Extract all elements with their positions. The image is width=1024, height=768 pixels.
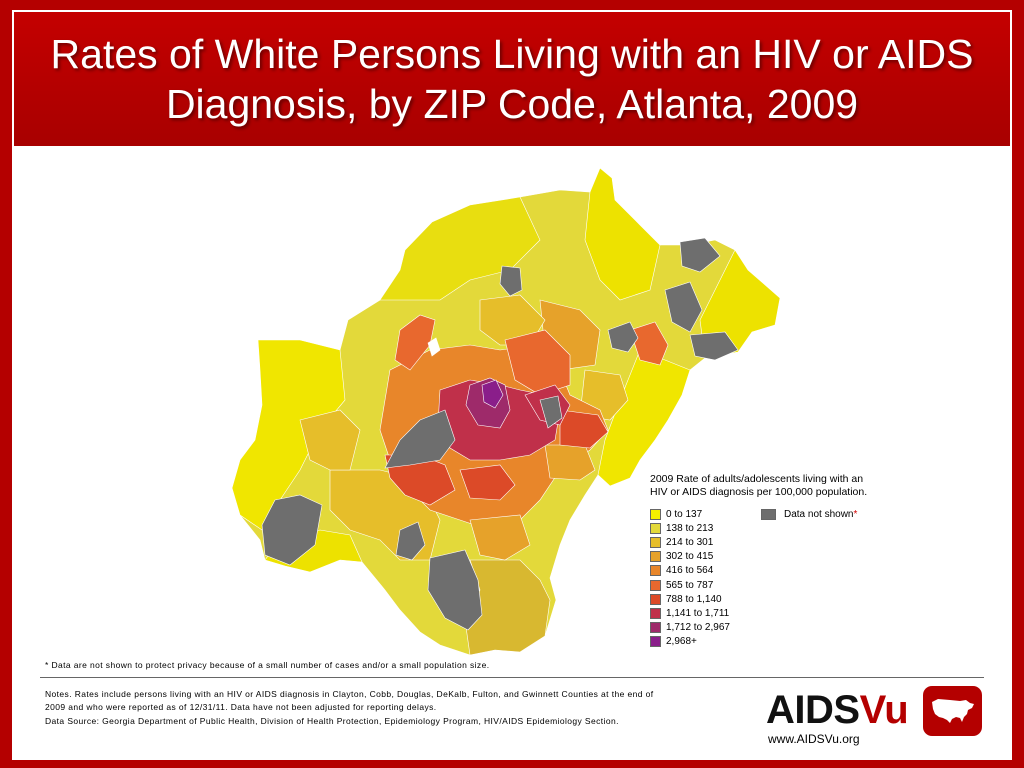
- logo-wordmark: AIDSVu: [766, 688, 909, 732]
- legend-label: 2,968+: [666, 636, 697, 648]
- legend-label: 416 to 564: [666, 565, 714, 577]
- no-data-region: [384, 409, 456, 469]
- legend-swatch-not-shown: [761, 508, 776, 520]
- legend-item: 138 to 213: [650, 521, 890, 535]
- zip-region: [504, 329, 571, 396]
- legend-item: 0 to 137: [650, 507, 890, 521]
- legend-swatch: [650, 622, 661, 634]
- zip-region: [379, 196, 541, 301]
- notes-line-1: Notes. Rates include persons living with…: [45, 689, 654, 699]
- legend-label: 565 to 787: [666, 579, 714, 591]
- privacy-footnote: * Data are not shown to protect privacy …: [45, 660, 490, 670]
- legend-entries: 0 to 137 138 to 213 214 to 301 302 to 415 41…: [650, 507, 890, 649]
- legend-label: 1,712 to 2,967: [666, 622, 730, 634]
- title-bar: Rates of White Persons Living with an HI…: [12, 10, 1012, 148]
- legend-swatch: [650, 551, 661, 563]
- data-source: Data Source: Georgia Department of Publi…: [45, 716, 619, 726]
- no-data-region: [664, 281, 703, 333]
- title-line-2: Diagnosis, by ZIP Code, Atlanta, 2009: [165, 81, 859, 127]
- legend-title-line-1: 2009 Rate of adults/adolescents living w…: [650, 473, 864, 485]
- no-data-region: [607, 321, 639, 353]
- title-line-1: Rates of White Persons Living with an HI…: [50, 31, 974, 77]
- zip-region: [584, 167, 661, 301]
- logo-part-aids: AIDS: [766, 688, 860, 732]
- zip-region: [231, 339, 346, 531]
- zip-region: [629, 321, 669, 366]
- legend-label: 788 to 1,140: [666, 593, 722, 605]
- legend-swatch: [650, 579, 661, 591]
- zip-region: [299, 409, 361, 471]
- legend-label-not-shown: Data not shown: [784, 508, 854, 520]
- legend-swatch: [650, 536, 661, 548]
- legend-label: 1,141 to 1,711: [666, 607, 730, 619]
- legend-item: 788 to 1,140: [650, 592, 890, 606]
- legend-item: 1,712 to 2,967: [650, 621, 890, 635]
- legend-item: 302 to 415: [650, 550, 890, 564]
- legend-title: 2009 Rate of adults/adolescents living w…: [650, 473, 890, 499]
- legend-item: 565 to 787: [650, 578, 890, 592]
- legend-swatch: [650, 636, 661, 648]
- legend-swatch: [650, 565, 661, 577]
- notes-line-2: 2009 and who were reported as of 12/31/1…: [45, 701, 437, 712]
- zip-region: [699, 249, 781, 359]
- no-data-region: [261, 494, 323, 566]
- legend-label: 138 to 213: [666, 522, 714, 534]
- divider: [40, 677, 984, 678]
- legend-asterisk: *: [853, 508, 858, 520]
- legend-swatch: [650, 593, 661, 605]
- no-data-region: [689, 331, 739, 361]
- logo-part-vu: Vu: [859, 688, 909, 732]
- zip-code-choropleth-map: [231, 167, 781, 656]
- legend-label: 302 to 415: [666, 551, 714, 563]
- legend-title-line-2: HIV or AIDS diagnosis per 100,000 popula…: [650, 486, 868, 498]
- zip-region: [459, 464, 516, 501]
- map-legend: 2009 Rate of adults/adolescents living w…: [650, 473, 890, 649]
- legend-swatch: [650, 522, 661, 534]
- aidsvu-logo: AIDSVu www.AIDSVu.org: [762, 684, 987, 752]
- legend-label: 0 to 137: [666, 508, 703, 520]
- legend-label: 214 to 301: [666, 536, 714, 548]
- logo-url: www.AIDSVu.org: [768, 732, 860, 746]
- no-data-region: [427, 549, 483, 631]
- map-gap: [427, 337, 441, 357]
- legend-item: 1,141 to 1,711: [650, 606, 890, 620]
- zip-region: [481, 379, 504, 409]
- no-data-region: [499, 265, 523, 297]
- no-data-region: [539, 395, 563, 429]
- us-map-icon: [923, 686, 982, 736]
- legend-item: 2,968+: [650, 635, 890, 649]
- slide-title: Rates of White Persons Living with an HI…: [31, 29, 994, 129]
- zip-region: [597, 349, 691, 487]
- notes: Notes. Rates include persons living with…: [45, 688, 745, 728]
- zip-region: [469, 514, 531, 561]
- legend-item-not-shown: Data not shown *: [761, 507, 857, 521]
- no-data-region: [395, 521, 426, 561]
- no-data-region: [679, 237, 721, 273]
- legend-swatch: [650, 508, 661, 520]
- zip-region: [559, 409, 609, 449]
- legend-swatch: [650, 607, 661, 619]
- legend-item: 214 to 301: [650, 535, 890, 549]
- legend-item: 416 to 564: [650, 564, 890, 578]
- legend-item-list: 0 to 137 138 to 213 214 to 301 302 to 415 41…: [650, 507, 890, 649]
